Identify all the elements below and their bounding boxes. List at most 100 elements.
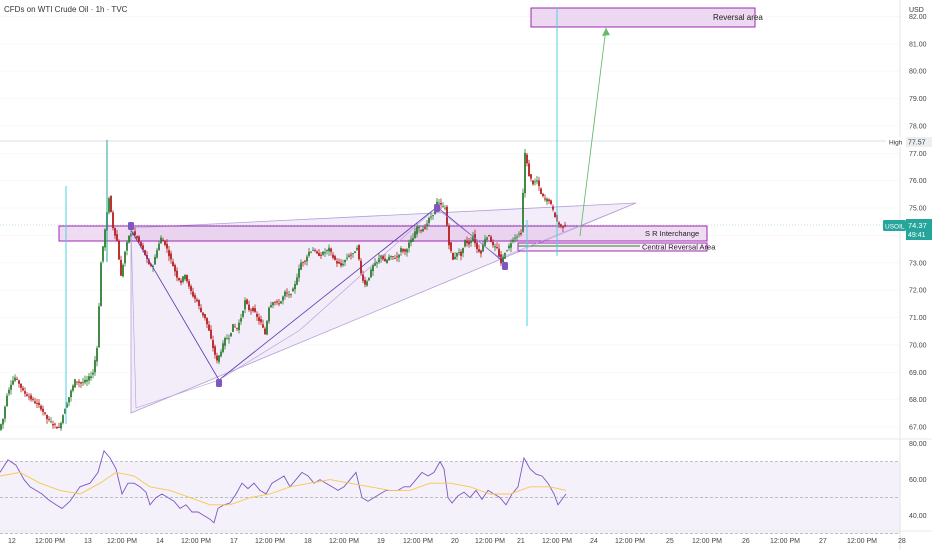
candle-body xyxy=(94,360,96,373)
candle-body xyxy=(174,265,176,272)
candle-body xyxy=(266,321,268,335)
candle-body xyxy=(528,163,530,177)
rsi-ma-line xyxy=(0,471,567,506)
candle-body xyxy=(30,395,32,400)
candle-body xyxy=(136,236,138,238)
reversal-area-zone[interactable] xyxy=(530,7,756,28)
candle-body xyxy=(70,390,72,398)
candle-body xyxy=(168,250,170,257)
candle-body xyxy=(390,255,392,257)
candle-body xyxy=(442,205,444,207)
candle-body xyxy=(498,248,500,257)
x-tick-label: 12:00 PM xyxy=(475,538,505,545)
candle-body xyxy=(182,276,184,282)
candle-body xyxy=(186,275,188,282)
central-reversal-label: Central Reversal Area xyxy=(642,243,716,252)
pivot-marker[interactable] xyxy=(128,222,134,230)
candle-body xyxy=(534,181,536,183)
candle-body xyxy=(508,245,510,249)
candle-body xyxy=(152,266,154,268)
candle-body xyxy=(218,355,220,362)
candle-body xyxy=(32,398,34,400)
candle-body xyxy=(290,294,292,295)
candle-body xyxy=(88,376,90,381)
candle-body xyxy=(244,300,246,310)
rsi-pane[interactable]: 80.00 60.00 40.00 xyxy=(0,441,927,534)
candle-body xyxy=(562,226,564,228)
candle-body xyxy=(2,418,4,425)
candle-body xyxy=(318,253,320,256)
candle-body xyxy=(108,198,110,213)
wedge-edges xyxy=(130,202,637,409)
candle-body xyxy=(346,257,348,259)
candle-body xyxy=(84,379,86,383)
candle-body xyxy=(222,343,224,353)
candle-body xyxy=(6,395,8,407)
ascending-triangle xyxy=(130,202,637,414)
candle-body xyxy=(10,384,12,390)
candle-body xyxy=(448,226,450,246)
candle-body xyxy=(538,180,540,187)
central-reversal-zone[interactable] xyxy=(517,242,708,252)
candle-body xyxy=(102,246,104,262)
candle-body xyxy=(144,250,146,255)
candle-body xyxy=(98,306,100,348)
high-tag-label: High xyxy=(889,140,903,147)
x-tick-label: 12:00 PM xyxy=(403,538,433,545)
candle-body xyxy=(164,240,166,245)
candle-body xyxy=(356,247,358,250)
candle-body xyxy=(170,253,172,260)
candle-body xyxy=(404,249,406,252)
candle-body xyxy=(292,288,294,292)
y-tick-label: 80.00 xyxy=(909,69,927,76)
y-tick-label: 81.00 xyxy=(909,41,927,48)
candle-body xyxy=(120,259,122,276)
candle-body xyxy=(394,258,396,259)
candle-body xyxy=(296,277,298,285)
candle-body xyxy=(150,264,152,267)
x-tick-label: 12:00 PM xyxy=(181,538,211,545)
pivot-marker[interactable] xyxy=(502,262,508,270)
candle-body xyxy=(454,256,456,260)
symbol-tag: USOIL xyxy=(885,224,905,231)
candle-body xyxy=(206,317,208,325)
candle-body xyxy=(426,223,428,226)
candle-body xyxy=(330,248,332,252)
candle-body xyxy=(310,251,312,253)
candle-body xyxy=(536,180,538,182)
candle-body xyxy=(300,262,302,270)
countdown: 49:41 xyxy=(908,232,926,239)
candle-body xyxy=(154,256,156,265)
candle-body xyxy=(512,239,514,242)
candle-body xyxy=(476,242,478,249)
sr-interchange-zone[interactable] xyxy=(58,225,708,242)
candle-body xyxy=(114,227,116,236)
candle-body xyxy=(112,212,114,229)
candle-body xyxy=(264,328,266,335)
x-tick-label: 12:00 PM xyxy=(329,538,359,545)
pivot-marker[interactable] xyxy=(216,379,222,387)
candle-body xyxy=(28,396,30,398)
candle-body xyxy=(410,239,412,243)
candle-body xyxy=(62,415,64,424)
candle-body xyxy=(256,313,258,317)
x-tick-label: 25 xyxy=(666,538,674,545)
candle-body xyxy=(192,291,194,297)
candle-body xyxy=(22,388,24,391)
candle-body xyxy=(66,403,68,408)
candle-body xyxy=(72,385,74,391)
time-axis[interactable]: 12 12:00 PM 13 12:00 PM 14 12:00 PM 17 12:00 PM… xyxy=(8,538,906,545)
candle-body xyxy=(92,372,94,375)
candle-body xyxy=(270,305,272,308)
candle-body xyxy=(148,260,150,265)
candle-body xyxy=(274,301,276,303)
candle-body xyxy=(314,250,316,251)
candle-body xyxy=(124,251,126,264)
candle-body xyxy=(492,241,494,246)
candle-body xyxy=(158,243,160,250)
candle-body xyxy=(126,242,128,251)
y-tick-label: 78.00 xyxy=(909,123,927,130)
pivot-marker[interactable] xyxy=(434,204,440,212)
candle-body xyxy=(526,154,528,164)
